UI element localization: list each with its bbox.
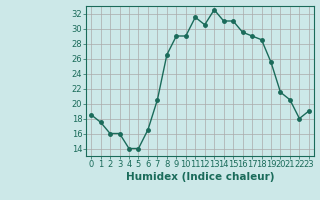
X-axis label: Humidex (Indice chaleur): Humidex (Indice chaleur) [126, 172, 274, 182]
